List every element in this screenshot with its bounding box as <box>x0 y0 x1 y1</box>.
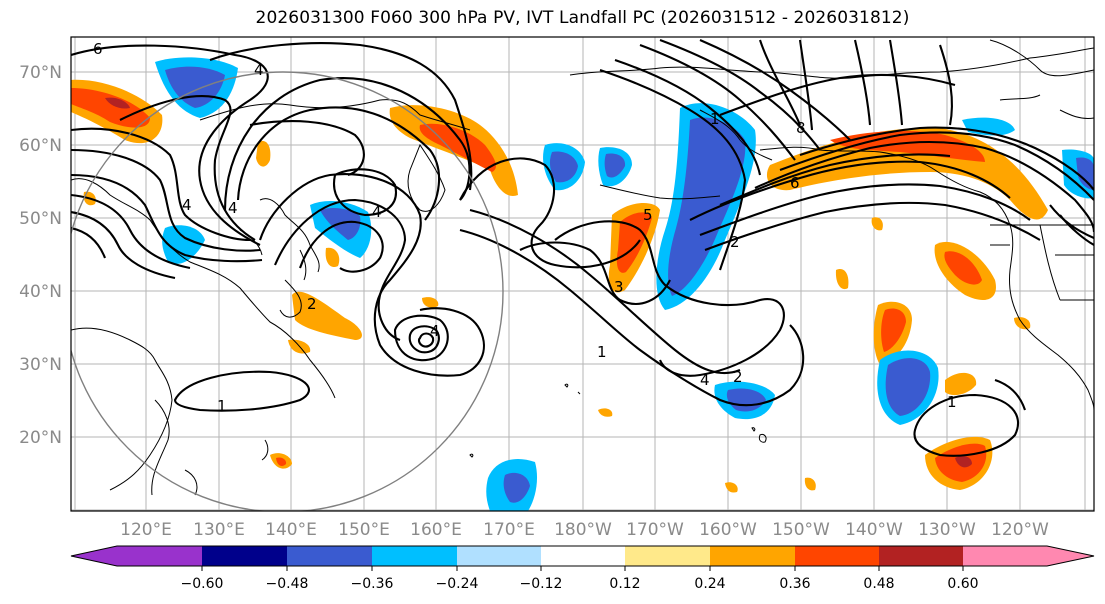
contour-label: 1 <box>217 397 227 415</box>
longitude-labels: 120°E 130°E 140°E 150°E 160°E 170°E 180°… <box>120 520 1049 540</box>
contour-label: 4 <box>372 203 382 221</box>
colorbar-segment <box>287 546 372 566</box>
shade-negative-region <box>1076 157 1094 190</box>
lat-label-30n: 30°N <box>19 355 62 375</box>
colorbar: −0.60 −0.48 −0.36 −0.24 −0.12 0.12 0.24 … <box>70 545 1095 592</box>
shade-positive-region <box>71 88 150 128</box>
colorbar-tick-label: −0.48 <box>266 576 309 592</box>
colorbar-tick-label: −0.60 <box>181 576 224 592</box>
shade-positive-region <box>830 130 985 162</box>
contour-label: 4 <box>228 199 238 217</box>
shade-positive-region <box>955 456 972 468</box>
contour-label: 4 <box>182 196 192 214</box>
shade-positive-region <box>944 251 982 285</box>
lat-label-60n: 60°N <box>19 136 62 156</box>
lat-label-50n: 50°N <box>19 209 62 229</box>
shade-negative-region <box>668 117 746 296</box>
shade-positive-region <box>804 477 816 491</box>
colorbar-tick-label: −0.36 <box>351 576 394 592</box>
contour-label: 1 <box>597 343 607 361</box>
lon-label: 140°E <box>265 520 317 540</box>
colorbar-extend-high <box>1047 546 1094 566</box>
latitude-labels: 70°N 60°N 50°N 40°N 30°N 20°N <box>19 63 62 448</box>
shade-positive-region <box>881 308 906 352</box>
colorbar-segment <box>202 546 287 566</box>
figure-title: 2026031300 F060 300 hPa PV, IVT Landfall… <box>255 8 910 28</box>
colorbar-segment <box>117 546 202 566</box>
contour-label: 4 <box>700 371 710 389</box>
shade-negative-region <box>549 151 578 183</box>
colorbar-tick-label: 0.24 <box>694 576 725 592</box>
colorbar-tick-label: −0.12 <box>520 576 563 592</box>
shade-positive-region <box>325 247 340 268</box>
colorbar-segment <box>457 546 541 566</box>
colorbar-tick-label: 0.12 <box>609 576 640 592</box>
contour-label: 8 <box>796 119 806 137</box>
influence-circle <box>71 71 504 511</box>
shade-positive-region <box>835 269 849 290</box>
contour-label: 6 <box>790 174 800 192</box>
contour-label: 6 <box>93 40 103 58</box>
shade-positive-region <box>288 339 311 354</box>
colorbar-tick-label: 0.48 <box>863 576 894 592</box>
colorbar-segment <box>879 546 963 566</box>
contour-label: 4 <box>430 322 440 340</box>
lon-label: 180°W <box>554 520 612 540</box>
colorbar-segment <box>963 546 1047 566</box>
colorbar-extend-low <box>71 546 118 566</box>
map-frame <box>70 36 1095 512</box>
shade-negative-region <box>604 153 626 178</box>
shade-negative-region <box>162 225 205 264</box>
lon-label: 130°E <box>193 520 245 540</box>
lon-label: 150°E <box>338 520 390 540</box>
lon-label: 140°W <box>845 520 903 540</box>
contour-label: 1 <box>710 110 720 128</box>
lon-label: 130°W <box>918 520 976 540</box>
colorbar-segment <box>372 546 457 566</box>
shade-negative-region <box>503 472 530 503</box>
shade-positive-region <box>105 97 130 109</box>
shade-positive-region <box>276 457 287 466</box>
lon-label: 170°W <box>626 520 684 540</box>
colorbar-segment <box>541 546 625 566</box>
contour-label: 5 <box>643 206 653 224</box>
lat-label-40n: 40°N <box>19 282 62 302</box>
contour-label: 2 <box>730 233 740 251</box>
contour-label: 2 <box>307 295 317 313</box>
lat-label-20n: 20°N <box>19 428 62 448</box>
lon-label: 160°W <box>699 520 757 540</box>
coastlines <box>71 39 1094 496</box>
shade-positive-region <box>616 212 652 273</box>
lon-label: 150°W <box>772 520 830 540</box>
colorbar-segment <box>795 546 879 566</box>
contour-label: 3 <box>614 278 624 296</box>
lon-label: 170°E <box>483 520 535 540</box>
shade-positive-region <box>256 140 271 167</box>
shade-positive-region <box>422 297 439 308</box>
shade-positive-region <box>871 217 883 231</box>
shade-positive-region <box>725 482 738 493</box>
contour-label: 1 <box>947 393 957 411</box>
colorbar-tick-label: −0.24 <box>436 576 479 592</box>
lon-label: 120°E <box>120 520 172 540</box>
lat-label-70n: 70°N <box>19 63 62 83</box>
colorbar-tick-label: 0.60 <box>947 576 978 592</box>
contour-label: 2 <box>733 368 743 386</box>
pv-contours <box>71 39 1094 457</box>
contour-labels: 4 4 4 4 4 2 1 1 1 2 4 8 6 2 3 1 6 5 <box>93 40 957 415</box>
colorbar-segment <box>625 546 710 566</box>
shade-positive-region <box>292 291 363 340</box>
colorbar-segment <box>710 546 795 566</box>
shade-positive-region <box>598 408 613 417</box>
shade-positive-region <box>945 372 977 396</box>
lon-label: 160°E <box>410 520 462 540</box>
shade-negative-region <box>885 358 931 416</box>
contour-label: 4 <box>254 61 264 79</box>
colorbar-outline <box>70 545 1095 567</box>
colorbar-tick-label: 0.36 <box>779 576 810 592</box>
lon-label: 120°W <box>991 520 1049 540</box>
shade-negative-region <box>726 388 766 412</box>
